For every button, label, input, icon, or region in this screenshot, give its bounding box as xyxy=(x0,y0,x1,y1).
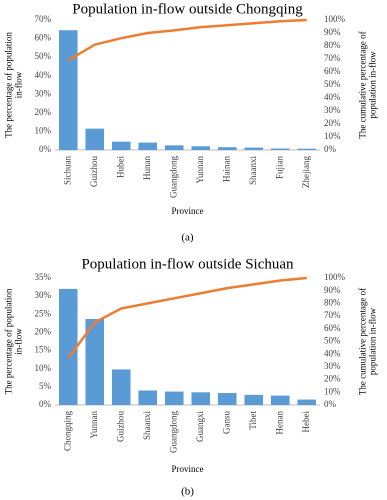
y2-tick-label: 50% xyxy=(324,336,341,346)
x-tick-label: Tibet xyxy=(248,411,258,430)
x-axis-title: Province xyxy=(172,464,204,474)
y-tick-label: 25% xyxy=(35,308,52,318)
y2-tick-label: 100% xyxy=(324,272,346,282)
y-tick-label: 30% xyxy=(35,290,52,300)
bar xyxy=(191,146,211,150)
y2-tick-label: 0% xyxy=(324,399,337,409)
x-tick-label: Hebei xyxy=(301,411,311,433)
bar xyxy=(297,148,317,150)
x-tick-label: Guangdong xyxy=(168,156,178,198)
y2-tick-label: 30% xyxy=(324,105,341,115)
bar xyxy=(85,128,105,150)
bar xyxy=(138,390,158,405)
bar xyxy=(244,147,264,150)
y2-tick-label: 20% xyxy=(324,118,341,128)
bar xyxy=(297,399,317,405)
y2-tick-label: 80% xyxy=(324,297,341,307)
x-tick-label: Chongqing xyxy=(62,411,72,452)
x-tick-label: Hainan xyxy=(221,156,231,182)
x-tick-label: Guangdong xyxy=(168,411,178,453)
x-tick-label: Sichuan xyxy=(62,156,72,185)
x-tick-label: Hunan xyxy=(142,156,152,180)
y-tick-label: 30% xyxy=(35,88,52,98)
y2-tick-label: 20% xyxy=(324,374,341,384)
y-tick-label: 40% xyxy=(35,70,52,80)
chart-title: Population in-flow outside Sichuan xyxy=(81,256,294,272)
y2-tick-label: 90% xyxy=(324,27,341,37)
x-tick-label: Henan xyxy=(274,411,284,435)
y-tick-label: 60% xyxy=(35,33,52,43)
x-tick-label: Guangxi xyxy=(195,411,205,442)
chart-title: Population in-flow outside Chongqing xyxy=(72,1,303,17)
y2-tick-label: 70% xyxy=(324,53,341,63)
bar xyxy=(164,145,184,150)
y-tick-label: 10% xyxy=(35,363,52,373)
y2-tick-label: 30% xyxy=(324,361,341,371)
y2-tick-label: 0% xyxy=(324,144,337,154)
y2-tick-label: 60% xyxy=(324,323,341,333)
bar xyxy=(85,319,105,405)
chart: Population in-flow outside Chongqing 0% 10… xyxy=(4,1,378,243)
y-tick-label: 0% xyxy=(39,144,52,154)
x-tick-label: Fujian xyxy=(274,156,284,180)
y2-axis-title: The cumulative percentage ofpopulation i… xyxy=(358,31,378,138)
x-tick-label: Shaanxi xyxy=(142,411,152,440)
y2-axis-title: The cumulative percentage ofpopulation i… xyxy=(358,288,378,395)
y-tick-label: 35% xyxy=(35,272,52,282)
x-tick-label: Zhejiang xyxy=(301,156,311,188)
x-tick-label: Yunnan xyxy=(195,156,205,184)
y-tick-label: 70% xyxy=(35,14,52,24)
bar xyxy=(138,142,158,150)
y-tick-label: 20% xyxy=(35,107,52,117)
bar xyxy=(270,148,290,150)
cumulative-line xyxy=(67,18,307,62)
bar xyxy=(270,395,290,405)
x-tick-label: Guizhou xyxy=(115,411,125,442)
y-axis-title: The percentage of populationin-flow xyxy=(4,288,24,394)
y2-tick-label: 80% xyxy=(324,40,341,50)
y2-tick-label: 50% xyxy=(324,79,341,89)
x-tick-label: Yunnan xyxy=(89,411,99,439)
x-tick-label: Guizhou xyxy=(89,156,99,187)
cumulative-line xyxy=(67,276,307,359)
y-tick-label: 15% xyxy=(35,345,52,355)
y2-tick-label: 40% xyxy=(324,348,341,358)
bar xyxy=(191,392,211,405)
chart: Population in-flow outside Sichuan 0% 5% 10… xyxy=(4,256,378,497)
bar xyxy=(58,288,78,405)
bar xyxy=(111,141,131,150)
y2-tick-label: 40% xyxy=(324,92,341,102)
y-axis-title: The percentage of populationin-flow xyxy=(4,32,24,138)
y2-tick-label: 10% xyxy=(324,131,341,141)
x-axis-title: Province xyxy=(172,206,204,216)
y2-tick-label: 100% xyxy=(324,14,346,24)
x-tick-label: Shaanxi xyxy=(248,156,258,185)
y2-tick-label: 70% xyxy=(324,310,341,320)
y-tick-label: 20% xyxy=(35,326,52,336)
bar xyxy=(217,393,237,405)
y2-tick-label: 90% xyxy=(324,285,341,295)
y-tick-label: 10% xyxy=(35,125,52,135)
bar xyxy=(58,30,78,150)
y2-tick-label: 60% xyxy=(324,66,341,76)
x-tick-label: Gansu xyxy=(221,411,231,434)
y-tick-label: 5% xyxy=(39,381,52,391)
bar xyxy=(111,369,131,405)
y-tick-label: 50% xyxy=(35,51,52,61)
bar xyxy=(244,394,264,405)
caption: (b) xyxy=(181,486,194,498)
y-tick-label: 0% xyxy=(39,399,52,409)
caption: (a) xyxy=(181,232,194,244)
y2-tick-label: 10% xyxy=(324,386,341,396)
x-tick-label: Hubei xyxy=(115,156,125,178)
bar xyxy=(164,391,184,405)
bar xyxy=(217,147,237,150)
